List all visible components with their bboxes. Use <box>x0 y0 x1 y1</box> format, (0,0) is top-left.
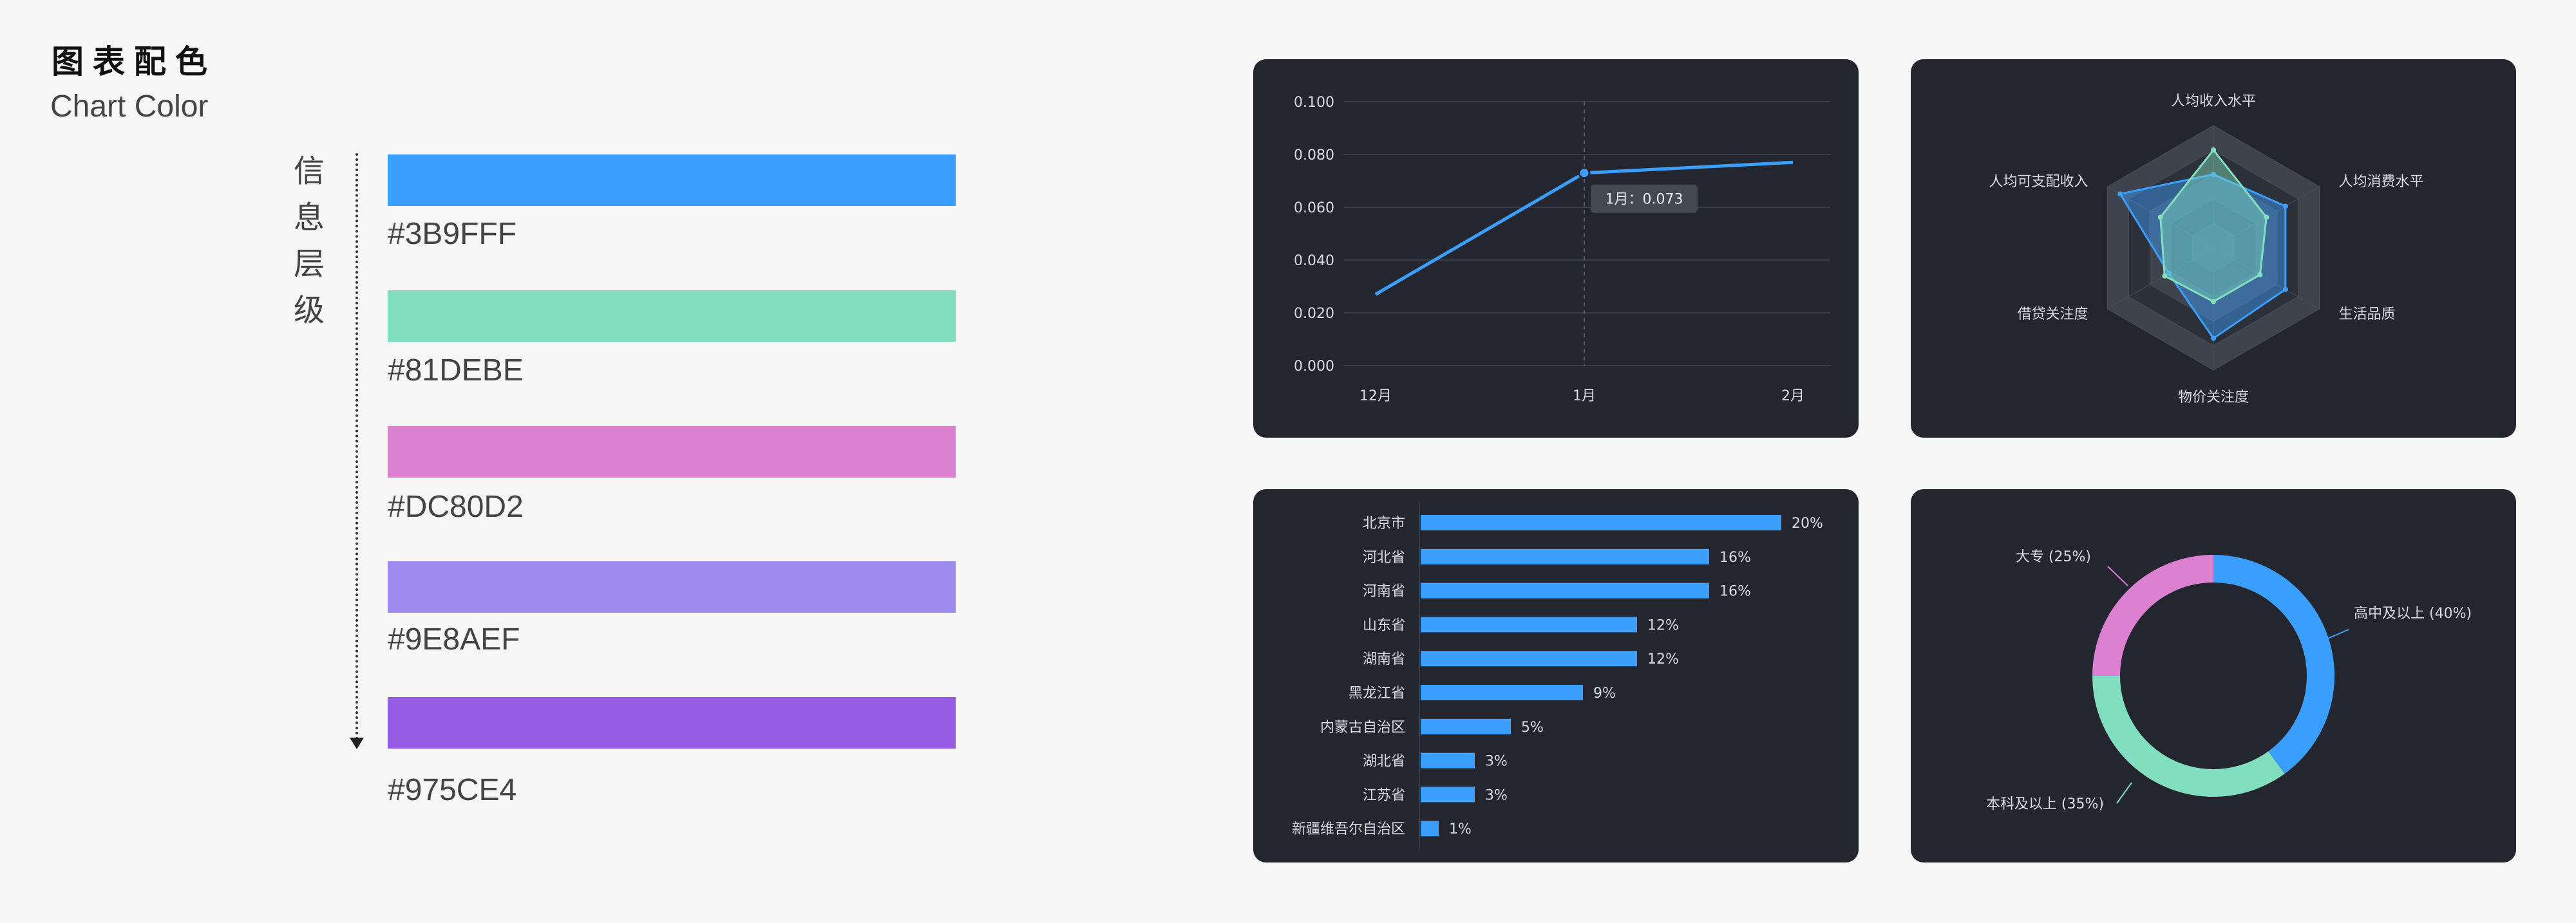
radar-indicator-label: 人均可支配收入 <box>1989 174 2088 190</box>
hierarchy-char: 层 <box>293 246 325 282</box>
y-tick-label: 0.020 <box>1294 306 1334 322</box>
tooltip-box <box>1591 184 1698 213</box>
data-point <box>1578 167 1591 180</box>
color-hex-2: #81DEBE <box>388 353 524 387</box>
hierarchy-axis-line <box>355 153 358 740</box>
bar-category-label: 新疆维吾尔自治区 <box>1292 821 1405 837</box>
bar <box>1421 821 1439 837</box>
bar-value-label: 3% <box>1485 787 1508 803</box>
bar <box>1421 752 1475 769</box>
donut-slice <box>2092 676 2285 797</box>
x-tick-label: 1月 <box>1573 388 1596 404</box>
color-swatch-4 <box>388 561 956 613</box>
radar-point <box>2211 172 2216 177</box>
radar-point <box>2162 273 2168 279</box>
donut-slice-label: 大专 (25%) <box>2016 549 2091 565</box>
bar-category-label: 山东省 <box>1363 617 1405 633</box>
bar-category-label: 河南省 <box>1363 584 1405 600</box>
radar-point <box>2157 214 2163 220</box>
radar-indicator-label: 生活品质 <box>2339 306 2396 322</box>
line-chart: 0.000 0.020 0.040 0.060 0.080 0.100 12月 1月 2月 1月：… <box>1294 95 1830 404</box>
bar-category-label: 黑龙江省 <box>1349 685 1405 702</box>
radar-point <box>2282 203 2288 209</box>
bar-chart: 北京市 20% 河北省 16% 河南省 16% 山东省 12% 湖南省 12% 黑龙江省 9% 内蒙古自… <box>1292 502 1823 850</box>
donut-leader-line <box>2107 566 2128 586</box>
bar-category-label: 江苏省 <box>1363 787 1405 803</box>
radar-point <box>2117 191 2123 197</box>
bar-value-label: 3% <box>1485 754 1508 770</box>
bar-value-label: 9% <box>1593 685 1616 702</box>
radar-point <box>2211 335 2216 341</box>
bar-category-label: 北京市 <box>1363 516 1405 532</box>
radar-indicator-label: 物价关注度 <box>2178 389 2249 406</box>
donut-chart-panel: 高中及以上 (40%) 本科及以上 (35%) 大专 (25%) <box>1911 489 2516 862</box>
y-tick-label: 0.040 <box>1294 253 1334 269</box>
bar-category-label: 内蒙古自治区 <box>1320 720 1405 736</box>
bar-category-label: 湖南省 <box>1363 651 1405 667</box>
radar-point <box>2282 286 2288 292</box>
x-tick-label: 2月 <box>1781 388 1804 404</box>
hierarchy-char: 信 <box>293 153 325 189</box>
radar-point <box>2264 214 2269 220</box>
hierarchy-char: 息 <box>293 200 325 236</box>
donut-leader-line <box>2320 629 2349 642</box>
y-tick-label: 0.000 <box>1294 359 1334 375</box>
radar-point <box>2257 272 2263 277</box>
color-swatch-5 <box>388 697 956 749</box>
radar-point <box>2166 270 2172 276</box>
bar <box>1421 685 1583 700</box>
donut-chart: 高中及以上 (40%) 本科及以上 (35%) 大专 (25%) <box>1986 549 2472 812</box>
donut-leader-line <box>2116 782 2132 804</box>
bar-value-label: 12% <box>1647 651 1679 667</box>
color-hex-1: #3B9FFF <box>388 217 517 251</box>
color-swatch-2 <box>388 290 956 342</box>
radar-axis <box>2107 247 2214 310</box>
bar <box>1421 515 1781 530</box>
color-hex-5: #975CE4 <box>388 773 517 807</box>
radar-indicator-label: 借贷关注度 <box>2017 306 2088 322</box>
y-tick-label: 0.060 <box>1294 200 1334 216</box>
bar-value-label: 5% <box>1521 720 1544 736</box>
radar-axis <box>2213 247 2320 310</box>
donut-slice-label: 本科及以上 (35%) <box>1986 796 2104 812</box>
bar <box>1421 651 1637 667</box>
page-title: 图表配色 <box>52 43 216 80</box>
tooltip-text: 1月：0.073 <box>1605 192 1683 208</box>
x-tick-label: 12月 <box>1359 388 1392 404</box>
y-tick-label: 0.080 <box>1294 147 1334 163</box>
hierarchy-label: 信 息 层 级 <box>291 148 327 333</box>
bar <box>1421 617 1637 633</box>
radar-chart-panel: 人均收入水平人均消费水平 生活品质物价关注度 借贷关注度 人均可支配收入 <box>1911 59 2516 438</box>
color-hex-3: #DC80D2 <box>388 490 524 524</box>
arrow-down-icon <box>350 738 364 749</box>
bar-category-label: 湖北省 <box>1363 754 1405 770</box>
line-chart-panel: 0.000 0.020 0.040 0.060 0.080 0.100 12月 1月 2月 1月：… <box>1253 59 1859 438</box>
bar-value-label: 16% <box>1719 550 1751 566</box>
hierarchy-char: 级 <box>293 292 325 328</box>
radar-point <box>2211 147 2216 153</box>
bar-value-label: 16% <box>1719 584 1751 600</box>
bar <box>1421 548 1709 564</box>
bar <box>1421 583 1709 599</box>
bar <box>1421 787 1475 803</box>
bar-value-label: 1% <box>1449 821 1472 837</box>
color-hex-4: #9E8AEF <box>388 622 520 657</box>
color-swatch-1 <box>388 154 956 206</box>
radar-indicator-label: 人均消费水平 <box>2339 174 2424 190</box>
bar-chart-panel: 北京市 20% 河北省 16% 河南省 16% 山东省 12% 湖南省 12% 黑龙江省 9% 内蒙古自… <box>1253 489 1859 862</box>
bar-value-label: 20% <box>1792 516 1823 532</box>
color-swatch-3 <box>388 426 956 478</box>
y-tick-label: 0.100 <box>1294 95 1334 111</box>
donut-slice-label: 高中及以上 (40%) <box>2354 606 2472 622</box>
page-subtitle: Chart Color <box>50 89 209 124</box>
radar-point <box>2211 299 2216 304</box>
bar-category-label: 河北省 <box>1363 550 1405 566</box>
radar-indicator-label: 人均收入水平 <box>2171 93 2256 109</box>
donut-slice <box>2213 555 2334 774</box>
bar-value-label: 12% <box>1647 617 1679 633</box>
bar <box>1421 718 1511 734</box>
donut-slice <box>2092 555 2213 676</box>
